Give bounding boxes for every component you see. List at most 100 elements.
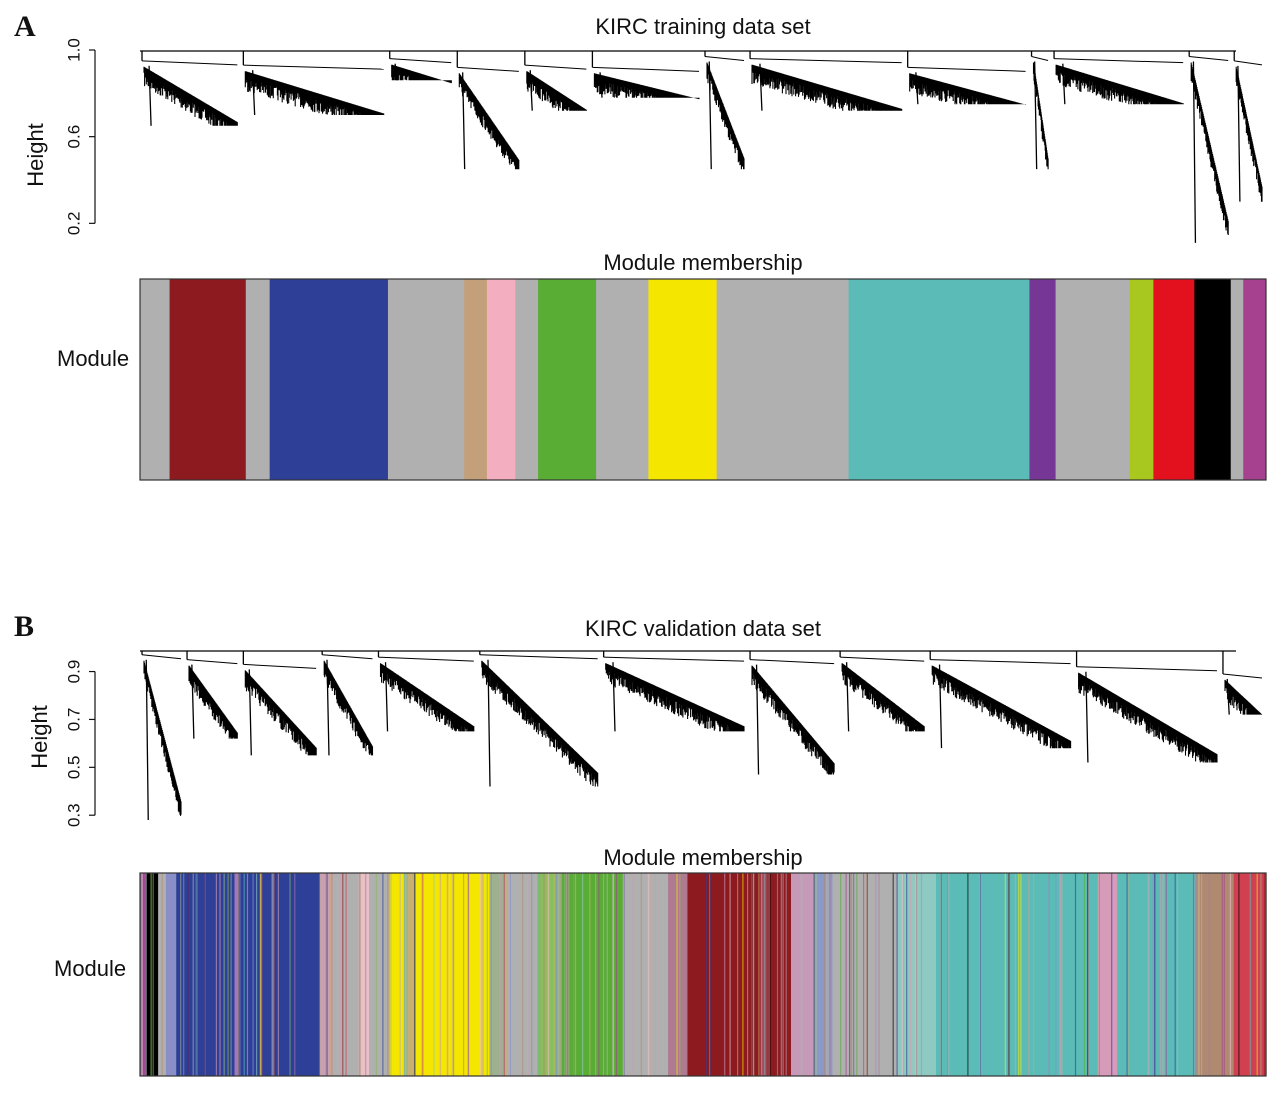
module-segment [1194,873,1235,1076]
module-stripe [1198,873,1200,1076]
module-stripe [1162,873,1164,1076]
module-stripe [612,873,614,1076]
module-stripe [150,873,152,1076]
module-stripe [482,873,484,1076]
module-stripe [761,873,763,1076]
dendrogram-cluster-merge [1076,666,1217,672]
module-stripe [318,873,320,1076]
height-tick-label: 0.3 [64,803,83,827]
module-stripe [1165,873,1167,1076]
module-stripe [814,873,816,1076]
dendrogram-cluster-leaves [909,73,1027,105]
module-stripe [654,873,657,1076]
module-stripe [509,873,511,1076]
module-stripe [369,873,371,1076]
module-stripe [640,873,642,1076]
module-stripe [386,873,388,1076]
module-stripe [915,873,918,1076]
dendrogram-cluster-leaves [1078,672,1218,763]
dendrogram-cluster-leaves [593,73,700,100]
module-segment [832,873,898,1076]
dendrogram-cluster-leaves [143,66,238,126]
dendrogram-cluster-deep-branch [191,664,195,739]
module-b-title: Module membership [603,845,803,870]
dendrogram-cluster-merge [840,656,925,662]
module-stripe [414,873,416,1076]
module-stripe [856,873,858,1076]
module-stripe [979,873,981,1076]
module-stripe [271,873,273,1076]
module-segment [1055,279,1131,480]
module-stripe [289,873,291,1076]
module-stripe [375,873,378,1076]
module-stripe [760,873,762,1076]
module-stripe [345,873,347,1076]
module-stripe [825,873,828,1076]
module-stripe [1007,873,1009,1076]
module-stripe [447,873,449,1076]
module-stripe [522,873,524,1076]
module-stripe [742,873,744,1076]
module-stripe [187,873,189,1076]
dendrogram-cluster-deep-branch [755,664,760,775]
dendrogram-cluster-deep-branch [759,63,763,111]
module-stripe [1083,873,1086,1076]
module-stripe [433,873,435,1076]
module-stripe [237,873,239,1076]
module-stripe [532,873,534,1076]
dendrogram-cluster-leaves [931,665,1072,749]
module-stripe [676,873,678,1076]
module-stripe [195,873,197,1076]
module-segment [269,279,389,480]
module-stripe [690,873,692,1076]
module-stripe [1059,873,1061,1076]
module-stripe [256,873,258,1076]
module-stripe [1197,873,1199,1076]
module-stripe [260,873,262,1076]
dendrogram-cluster-deep-branch [384,662,389,732]
dendrogram-cluster-leaves [526,71,587,111]
dendrogram-cluster-deep-branch [708,61,712,170]
module-stripe [1194,873,1197,1076]
dendrogram-cluster-deep-branch [845,662,850,732]
dendrogram-cluster-deep-branch [145,659,149,821]
module-stripe [564,873,566,1076]
module-stripe [1138,873,1140,1076]
module-stripe [463,873,465,1076]
module-segment [238,873,321,1076]
module-stripe [813,873,815,1076]
module-stripe [1249,873,1251,1076]
module-stripe [827,873,829,1076]
module-segment [140,279,171,480]
module-segment [245,279,271,480]
module-stripe [582,873,584,1076]
module-stripe [674,873,676,1076]
module-stripe [909,873,912,1076]
height-tick-label: 0.5 [64,756,83,780]
dendrogram-cluster-deep-branch [938,664,943,749]
module-segment [622,873,669,1076]
module-segment [1230,279,1244,480]
dendrogram-cluster-deep-branch [1085,671,1089,763]
module-stripe [140,873,142,1076]
module-stripe [365,873,367,1076]
module-stripe [815,873,817,1076]
panel-letter-b: B [14,610,35,643]
height-tick-label: 0.6 [64,125,83,149]
dendrogram-cluster-leaves [458,73,520,170]
module-stripe [979,873,981,1076]
module-segment [358,873,370,1076]
module-stripe [753,873,755,1076]
module-stripe [538,873,540,1076]
module-stripe [1087,873,1089,1076]
dendrogram-cluster-merge [930,659,1071,665]
module-stripe [948,873,950,1076]
module-stripe [145,873,147,1076]
module-stripe [230,873,232,1076]
dendrogram-cluster-merge [141,654,182,660]
dendrogram-cluster-leaves [188,665,238,739]
module-stripe [204,873,206,1076]
module-stripe [277,873,279,1076]
height-tick-label: 0.9 [64,660,83,684]
module-stripe [612,873,615,1076]
